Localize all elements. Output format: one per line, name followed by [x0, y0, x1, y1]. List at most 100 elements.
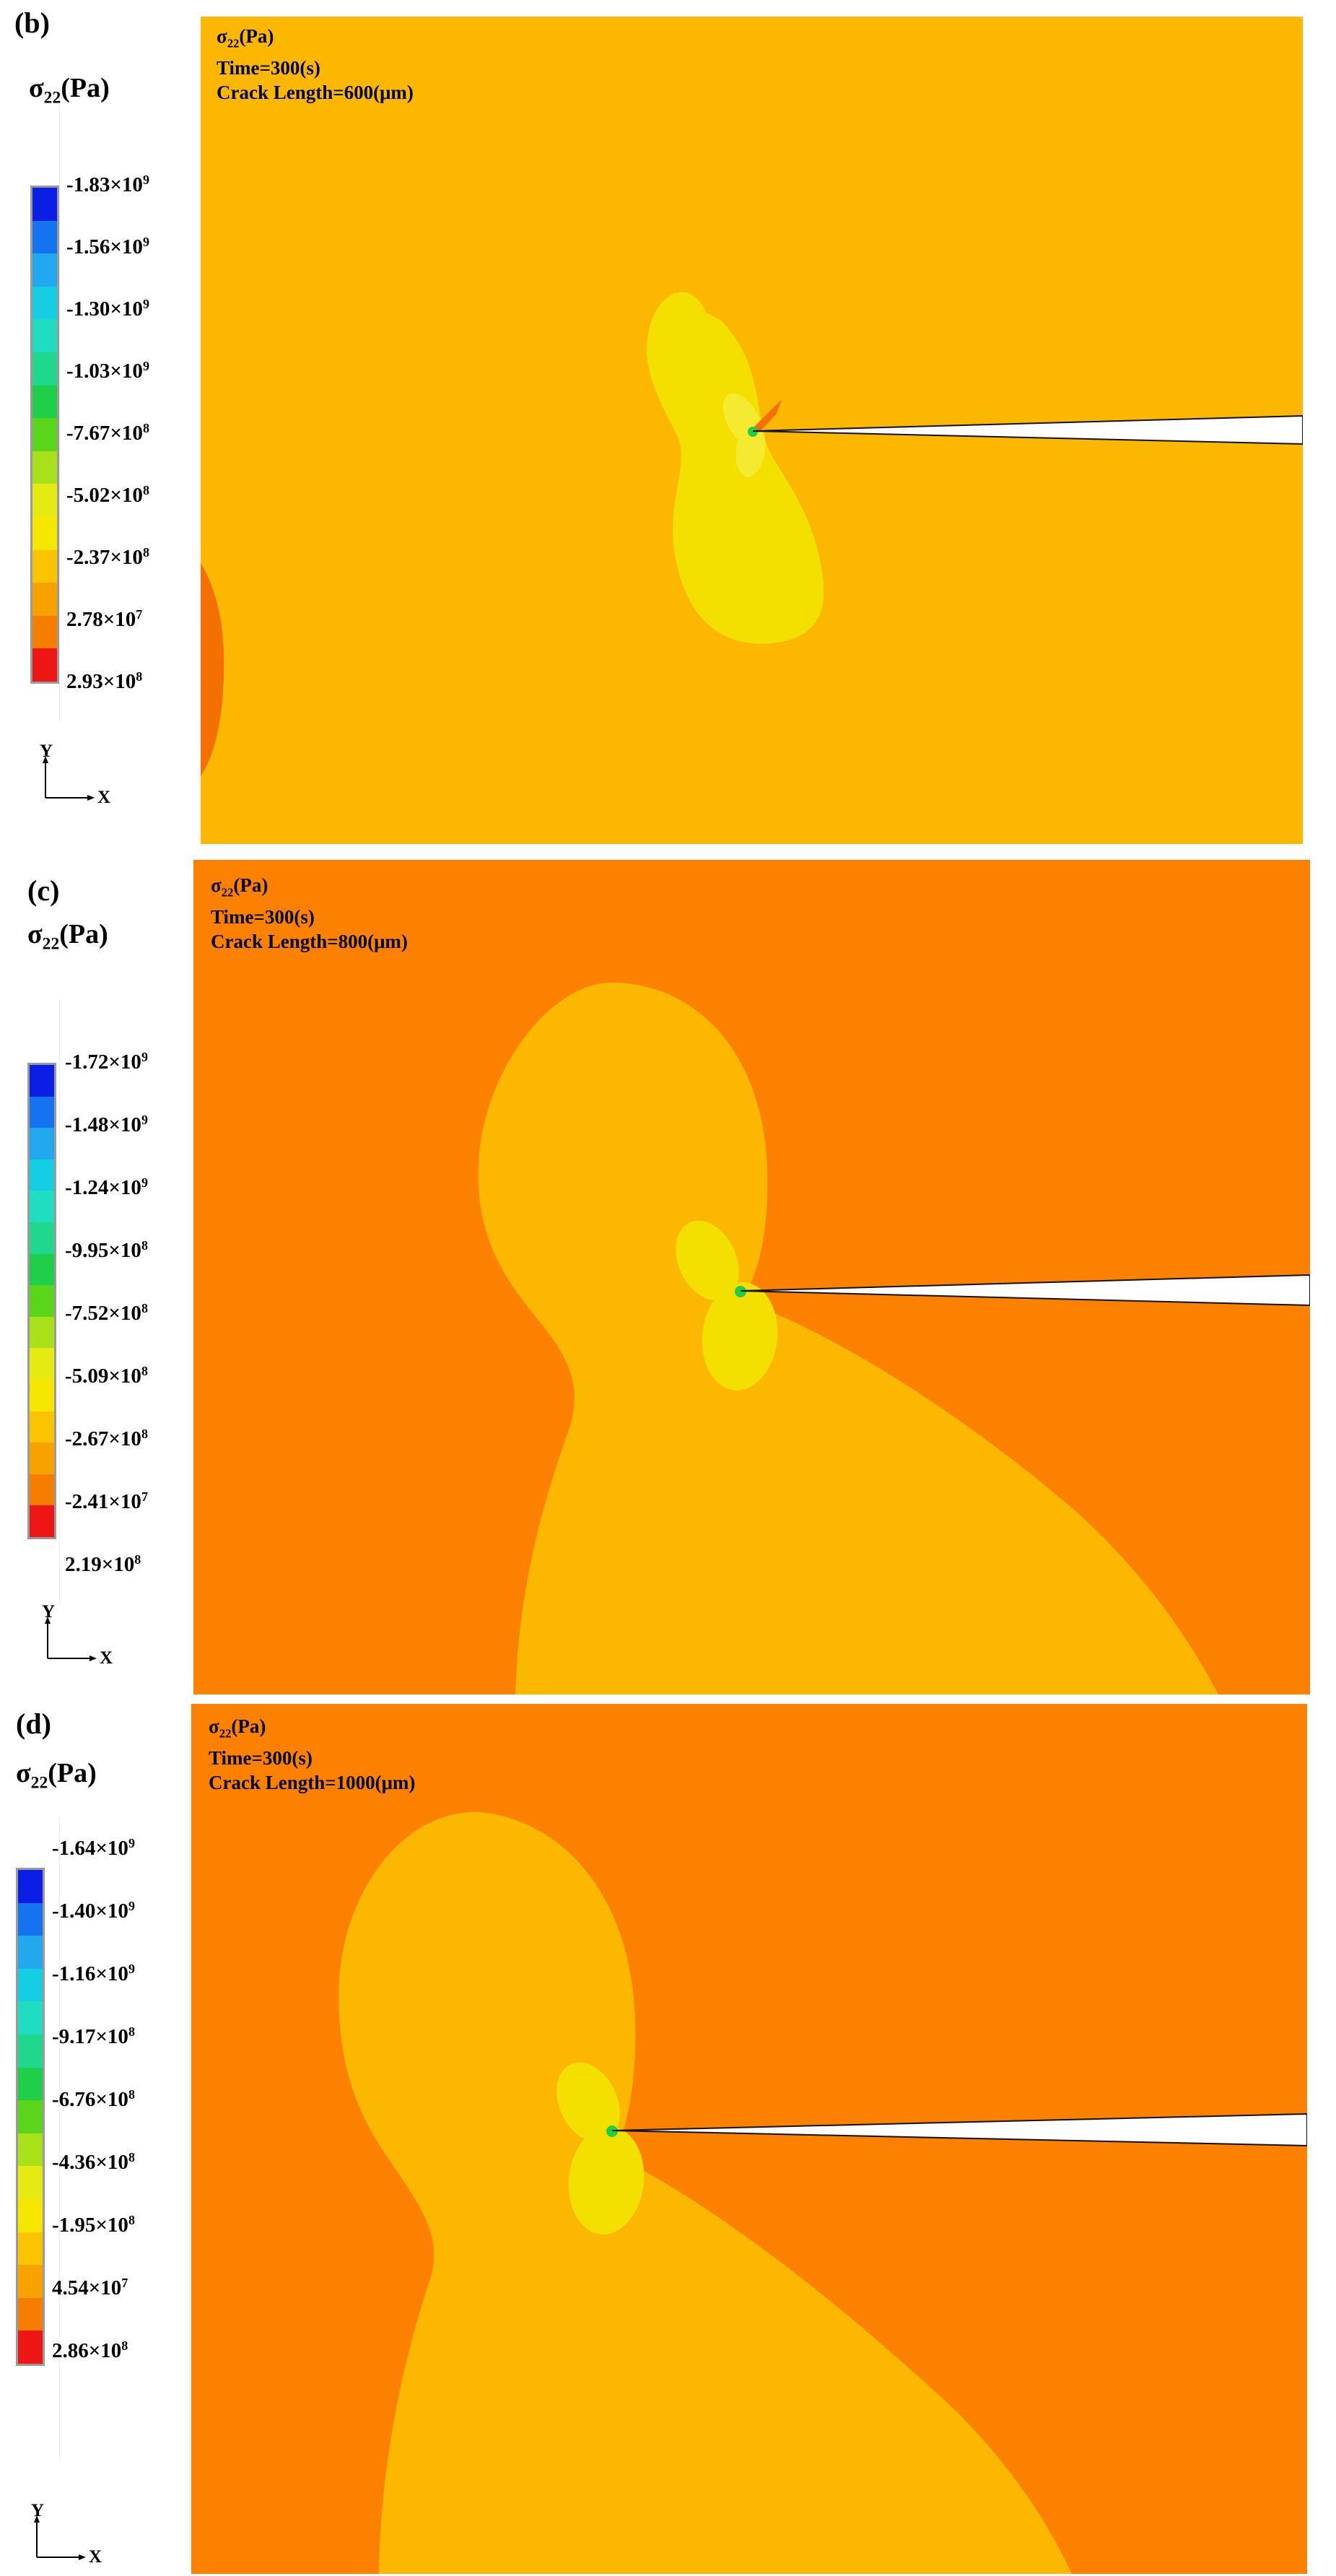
tick-mantissa: -1.72×10 — [65, 1050, 141, 1074]
colorbar — [27, 1063, 56, 1539]
tick-exponent: 8 — [128, 2150, 135, 2164]
tick-mantissa: -4.36×10 — [52, 2150, 128, 2174]
tick-mantissa: -1.16×10 — [52, 1962, 128, 1985]
colorbar-segment — [30, 1443, 54, 1474]
colorbar-tick-label: 2.78×107 — [66, 607, 142, 632]
colorbar-segment — [18, 2265, 43, 2298]
crack-tip-red-lobe — [753, 399, 782, 432]
colorbar-tick-label: -1.30×109 — [66, 297, 149, 321]
contour-plot: σ22(Pa) Time=300(s) Crack Length=1000(μm… — [191, 1704, 1307, 2574]
tick-exponent: 9 — [141, 1050, 148, 1064]
tick-mantissa: -1.83×10 — [66, 173, 143, 196]
colorbar-segment — [18, 1968, 43, 2002]
tick-mantissa: -2.41×10 — [65, 1489, 141, 1513]
axis-x-label: X — [100, 1648, 113, 1668]
colorbar-segment — [30, 1065, 54, 1097]
colorbar-segment — [32, 188, 57, 221]
colorbar-segment — [32, 286, 57, 320]
tick-mantissa: -9.17×10 — [52, 2024, 128, 2048]
tick-exponent: 9 — [142, 235, 149, 249]
colorbar-segment — [32, 648, 57, 682]
colorbar — [30, 186, 59, 684]
legend-title: σ22(Pa) — [27, 919, 108, 954]
panel-b: (b) σ22(Pa) Y X σ22(Pa) Time=300(s) — [0, 0, 1336, 846]
axis-triad-arrows — [43, 756, 95, 801]
tick-exponent: 8 — [134, 1552, 141, 1567]
crack — [740, 1274, 1310, 1307]
colorbar-segment — [18, 2100, 43, 2133]
tick-mantissa: -5.09×10 — [65, 1364, 141, 1388]
plot-title: σ22(Pa) Time=300(s) Crack Length=800(μm) — [211, 874, 408, 953]
crack-tip-lower-lobe — [568, 2126, 645, 2235]
colorbar-segment — [30, 1128, 54, 1159]
tick-mantissa: -1.56×10 — [66, 235, 143, 258]
colorbar-tick-label: -7.67×108 — [66, 421, 149, 445]
time-label: Time=300(s) — [217, 57, 320, 79]
tick-mantissa: -7.52×10 — [65, 1301, 141, 1325]
colorbar-segment — [18, 2297, 43, 2331]
colorbar-segment — [30, 1379, 54, 1411]
colorbar-tick-label: -9.17×108 — [52, 2024, 135, 2049]
crack-length-label: Crack Length=800(μm) — [211, 931, 408, 953]
colorbar-tick-label: -2.37×108 — [66, 545, 149, 570]
tick-exponent: 9 — [142, 297, 149, 311]
colorbar-tick-label: -9.95×108 — [65, 1238, 148, 1263]
colorbar-segment — [30, 1096, 54, 1128]
colorbar-segment — [18, 2232, 43, 2266]
tick-exponent: 9 — [128, 1962, 135, 1976]
colorbar-segment — [30, 1348, 54, 1380]
colorbar-segment — [30, 1222, 54, 1254]
colorbar-tick-label: -1.03×109 — [66, 359, 149, 383]
yield-zone-lobe — [647, 292, 824, 644]
tick-exponent: 7 — [136, 607, 143, 622]
colorbar — [16, 1868, 45, 2366]
colorbar-tick-label: -2.41×107 — [65, 1489, 148, 1514]
tick-exponent: 8 — [128, 2087, 135, 2102]
colorbar-tick-label: 2.86×108 — [52, 2338, 128, 2363]
colorbar-segment — [32, 451, 57, 484]
tick-mantissa: -5.02×10 — [66, 483, 143, 507]
tick-exponent: 9 — [141, 1175, 148, 1190]
tick-exponent: 8 — [142, 483, 149, 497]
panel-d: (d) σ22(Pa) Y X σ22(Pa) Time=300(s) Crac… — [0, 1694, 1336, 2576]
tick-exponent: 8 — [121, 2338, 128, 2353]
colorbar-segment — [32, 516, 57, 550]
tick-exponent: 8 — [142, 545, 149, 560]
tick-exponent: 8 — [141, 1427, 148, 1441]
tick-exponent: 8 — [141, 1301, 148, 1315]
colorbar-segment — [30, 1253, 54, 1286]
tick-mantissa: -2.67×10 — [65, 1427, 141, 1450]
tick-mantissa: 4.54×10 — [52, 2276, 122, 2299]
crack-tip-lower-lobe — [702, 1282, 778, 1391]
colorbar-segment — [30, 1411, 54, 1443]
tick-mantissa: -1.40×10 — [52, 1899, 128, 1923]
colorbar-tick-label: -1.64×109 — [52, 1836, 135, 1861]
contour-plot: σ22(Pa) Time=300(s) Crack Length=800(μm) — [193, 860, 1310, 1694]
colorbar-segment — [18, 2034, 43, 2068]
colorbar-segment — [32, 583, 57, 616]
tick-mantissa: -1.03×10 — [66, 359, 143, 383]
crack-length-label: Crack Length=1000(μm) — [209, 1772, 416, 1794]
yield-zone-lobe — [478, 983, 1218, 1694]
tick-exponent: 7 — [121, 2276, 128, 2290]
tick-mantissa: -6.76×10 — [52, 2087, 128, 2111]
colorbar-segment — [32, 220, 57, 254]
colorbar-tick-label: 2.19×108 — [65, 1552, 141, 1577]
colorbar-segment — [30, 1191, 54, 1222]
colorbar-segment — [32, 484, 57, 517]
panel-label: (c) — [27, 874, 60, 907]
time-label: Time=300(s) — [211, 906, 315, 928]
axis-triad: Y X — [31, 2501, 118, 2567]
tick-exponent: 8 — [136, 669, 143, 684]
panel-label: (b) — [14, 6, 50, 39]
crack — [611, 2112, 1307, 2147]
axis-triad: Y X — [40, 741, 126, 807]
tick-mantissa: -1.64×10 — [52, 1836, 128, 1860]
tick-mantissa: 2.19×10 — [65, 1552, 135, 1576]
colorbar-tick-label: -1.24×109 — [65, 1175, 148, 1200]
axis-triad-arrows — [34, 2515, 86, 2560]
panel-c: (c) σ22(Pa) Y X σ22(Pa) Time=300(s) Crac… — [0, 846, 1336, 1694]
colorbar-segment — [30, 1474, 54, 1506]
crack-tip-upper-lobe — [676, 1220, 739, 1301]
colorbar-segment — [30, 1505, 54, 1537]
